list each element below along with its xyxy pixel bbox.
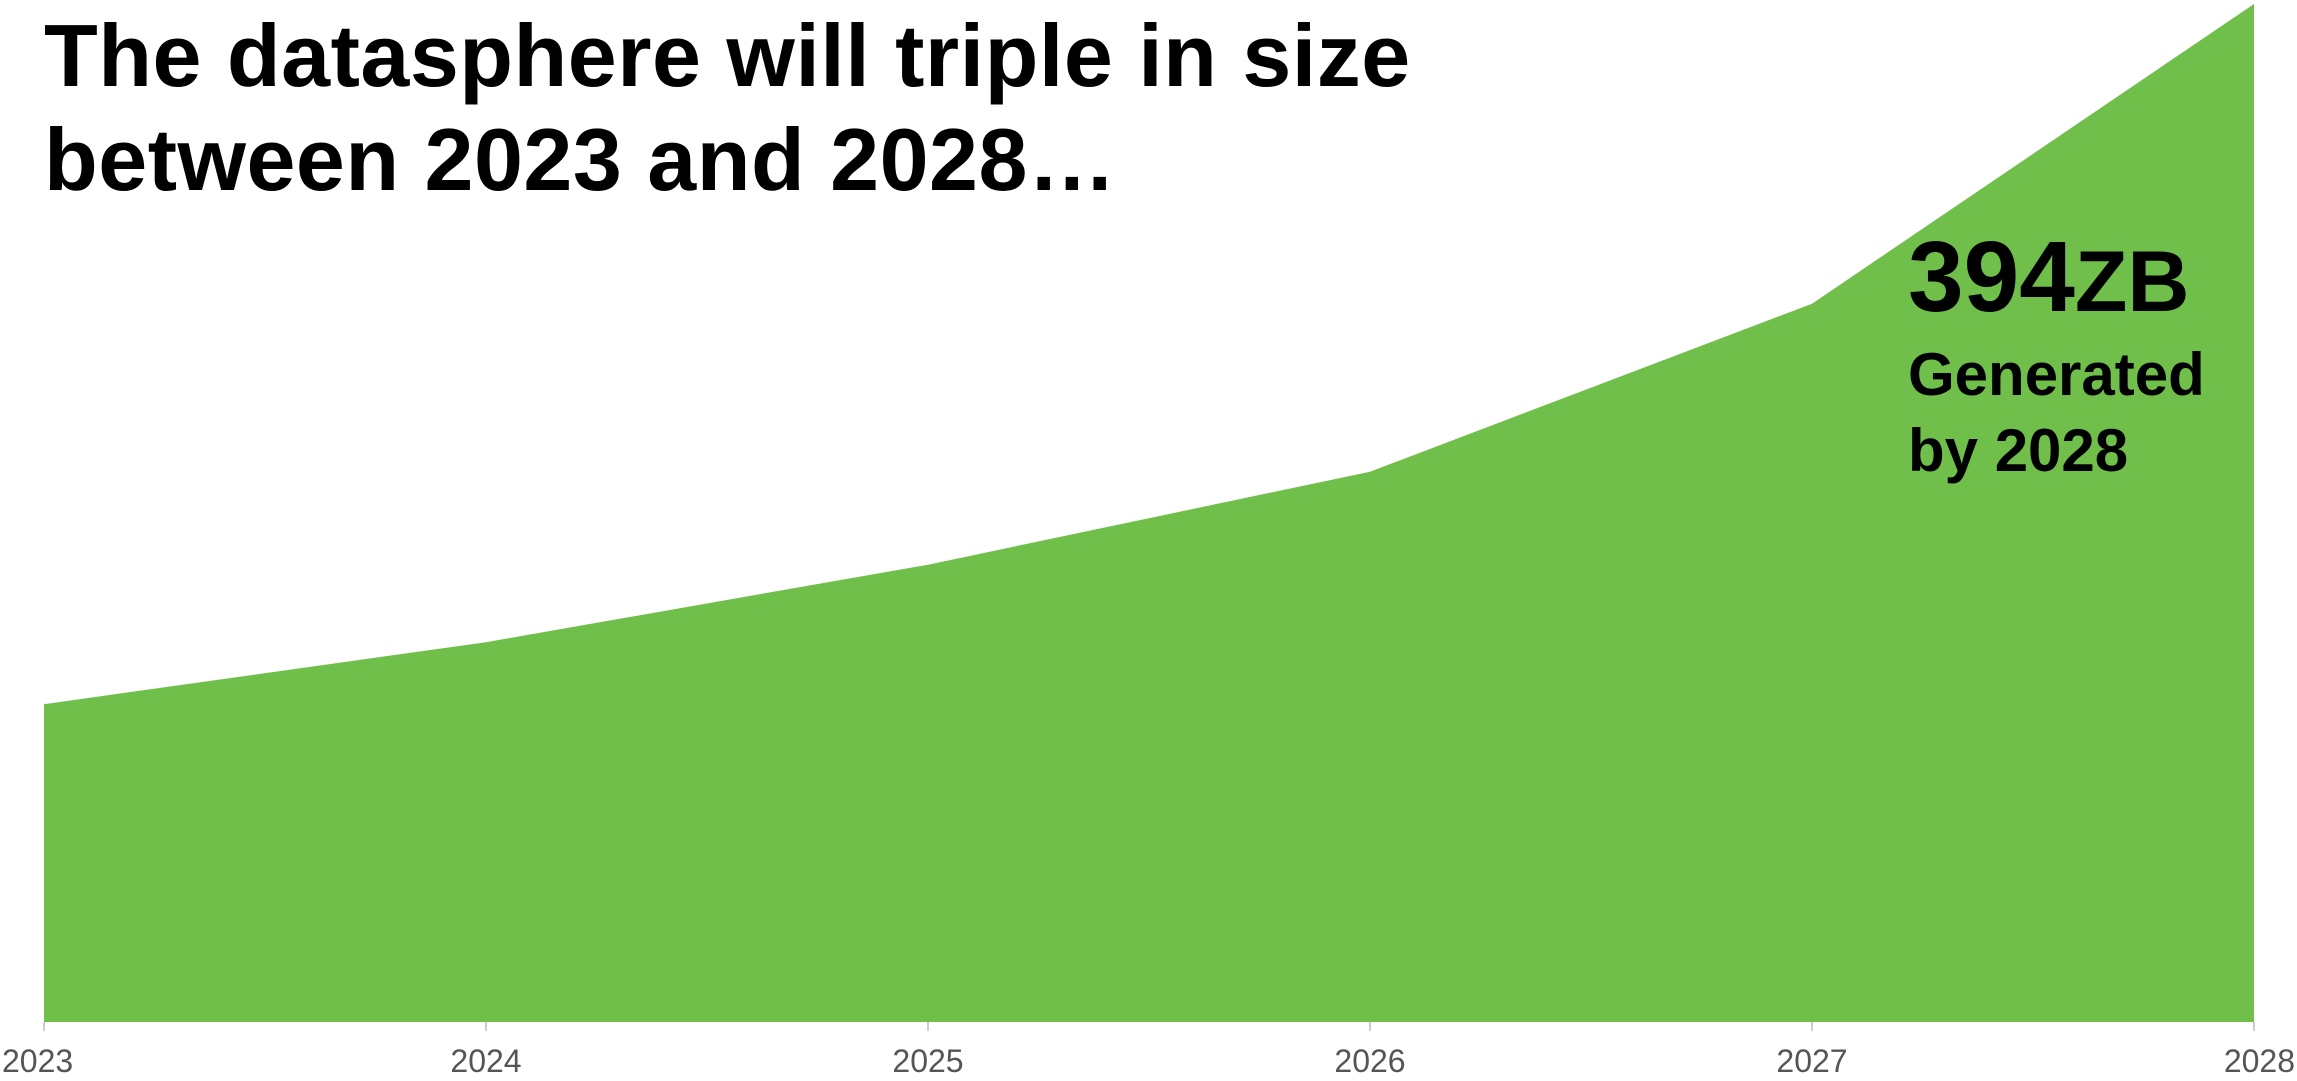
chart-title-line-2: between 2023 and 2028… [44, 110, 1117, 209]
callout-annotation: 394ZB Generated by 2028 [1908, 222, 2205, 489]
callout-caption-line-1: Generated [1908, 341, 2205, 408]
x-tick-label: 2025 [892, 1043, 963, 1079]
area-series [44, 4, 2254, 1022]
x-tick-label: 2028 [2224, 1043, 2295, 1079]
chart-title: The datasphere will triple in size betwe… [44, 4, 1604, 212]
callout-unit: ZB [2074, 234, 2190, 330]
x-tick-label: 2024 [450, 1043, 521, 1079]
callout-value: 394ZB [1908, 222, 2205, 337]
callout-number: 394 [1908, 221, 2075, 333]
callout-caption-line-2: by 2028 [1908, 417, 2129, 484]
x-tick-label: 2027 [1776, 1043, 1847, 1079]
chart-title-line-1: The datasphere will triple in size [44, 6, 1411, 105]
x-tick-label: 2026 [1334, 1043, 1405, 1079]
x-tick-label: 2023 [2, 1043, 73, 1079]
